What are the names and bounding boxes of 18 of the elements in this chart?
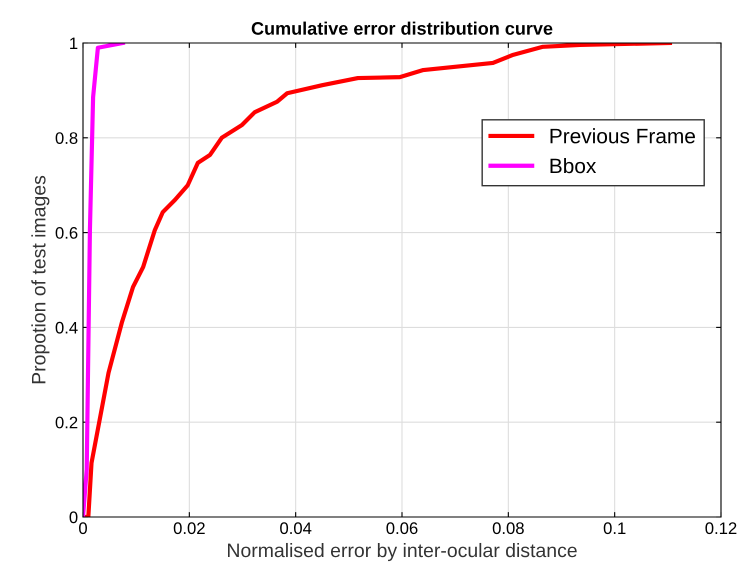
x-tick-label: 0.02	[174, 522, 205, 534]
x-tick-label: 0.12	[705, 522, 736, 534]
x-tick-label: 0.06	[386, 522, 418, 534]
legend-label: Bbox	[550, 158, 596, 174]
y-axis-title: Propotion of test images	[31, 176, 50, 384]
x-tick-label: 0.08	[492, 522, 524, 534]
y-tick-label: 0	[70, 511, 78, 524]
x-tick-label: 0	[79, 522, 87, 534]
y-tick-label: 0.6	[56, 227, 78, 239]
y-tick-label: 1	[70, 38, 78, 50]
x-tick-label: 0.1	[604, 522, 626, 534]
x-axis-title: Normalised error by inter-ocular distance	[228, 542, 577, 562]
chart-title: Cumulative error distribution curve	[252, 22, 552, 35]
x-tick-label: 0.04	[280, 522, 312, 534]
y-tick-label: 0.8	[56, 132, 78, 144]
y-tick-label: 0.4	[56, 322, 78, 334]
y-tick-label: 0.2	[56, 416, 78, 428]
legend-label: Previous Frame	[550, 128, 695, 144]
